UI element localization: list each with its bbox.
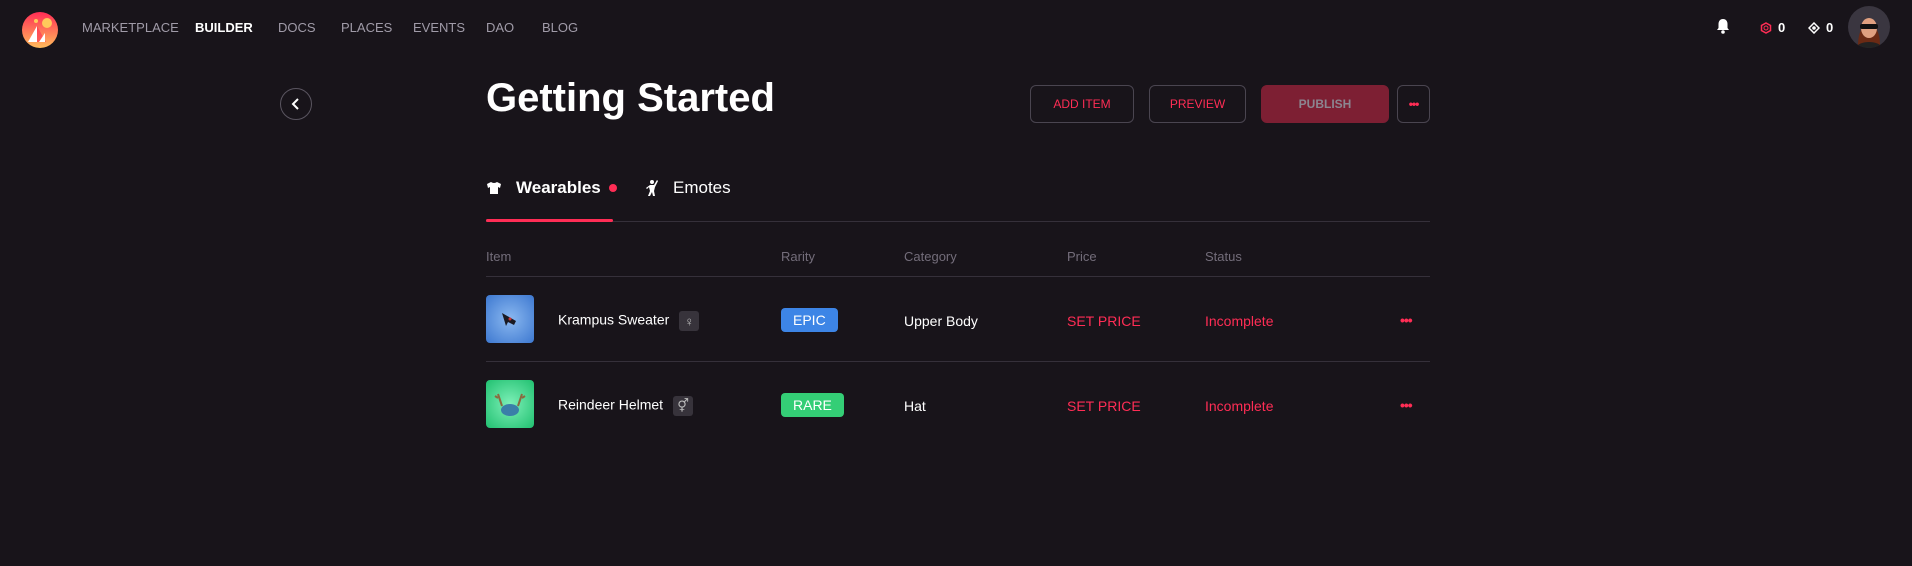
user-avatar[interactable]: [1848, 6, 1890, 48]
mana-l1-value: 0: [1778, 20, 1786, 35]
unisex-icon: ⚥: [673, 396, 694, 416]
nav-docs[interactable]: DOCS: [278, 20, 316, 35]
rarity-badge: EPIC: [781, 308, 838, 332]
nav-marketplace[interactable]: MARKETPLACE: [82, 20, 179, 35]
mana-icon: [1760, 21, 1772, 34]
mana-l2-value: 0: [1826, 20, 1834, 35]
shirt-icon: [487, 182, 501, 194]
more-options-button[interactable]: •••: [1397, 85, 1430, 123]
preview-button[interactable]: PREVIEW: [1149, 85, 1246, 123]
status: Incomplete: [1205, 313, 1274, 329]
status: Incomplete: [1205, 398, 1274, 414]
decentraland-logo[interactable]: [22, 12, 58, 48]
back-button[interactable]: [280, 88, 312, 120]
nav-builder[interactable]: BUILDER: [195, 20, 253, 35]
nav-events[interactable]: EVENTS: [413, 20, 466, 35]
page-title: Getting Started: [486, 76, 775, 120]
nav-dao[interactable]: DAO: [486, 20, 515, 35]
tab-label: Wearables: [516, 178, 601, 197]
tabs-divider: [486, 221, 1430, 222]
item-thumbnail: [486, 380, 534, 428]
item-name-cell: Krampus Sweater ♀: [558, 311, 700, 331]
row-options-button[interactable]: •••: [1400, 397, 1413, 413]
mana-l2-balance[interactable]: 0: [1808, 20, 1833, 35]
chevron-left-icon: [291, 98, 299, 110]
set-price-link[interactable]: SET PRICE: [1067, 398, 1141, 414]
item-name: Reindeer Helmet: [558, 396, 664, 413]
header-status: Status: [1205, 249, 1242, 264]
header-item: Item: [486, 249, 512, 264]
category: Hat: [904, 398, 926, 414]
set-price-link[interactable]: SET PRICE: [1067, 313, 1141, 329]
female-icon: ♀: [679, 311, 700, 331]
header-price: Price: [1067, 249, 1097, 264]
header-rarity: Rarity: [781, 249, 815, 264]
notification-dot: [608, 184, 617, 192]
dance-icon: [646, 180, 658, 196]
nav-places[interactable]: PLACES: [341, 20, 393, 35]
rarity-badge: RARE: [781, 393, 844, 417]
header-divider: [486, 276, 1430, 277]
nav-blog[interactable]: BLOG: [542, 20, 579, 35]
publish-button[interactable]: PUBLISH: [1261, 85, 1389, 123]
polygon-mana-icon: [1808, 21, 1820, 34]
item-name-cell: Reindeer Helmet ⚥: [558, 396, 694, 416]
item-name: Krampus Sweater: [558, 311, 670, 328]
item-thumbnail: [486, 295, 534, 343]
row-options-button[interactable]: •••: [1400, 312, 1413, 328]
tab-wearables[interactable]: Wearables: [486, 178, 617, 198]
bell-icon[interactable]: [1716, 18, 1730, 39]
mana-l1-balance[interactable]: 0: [1760, 20, 1785, 35]
category: Upper Body: [904, 313, 978, 329]
row-divider: [486, 361, 1430, 362]
header-category: Category: [904, 249, 957, 264]
add-item-button[interactable]: ADD ITEM: [1030, 85, 1134, 123]
tab-label: Emotes: [673, 178, 731, 197]
active-tab-indicator: [486, 219, 613, 222]
tab-emotes[interactable]: Emotes: [645, 178, 731, 198]
